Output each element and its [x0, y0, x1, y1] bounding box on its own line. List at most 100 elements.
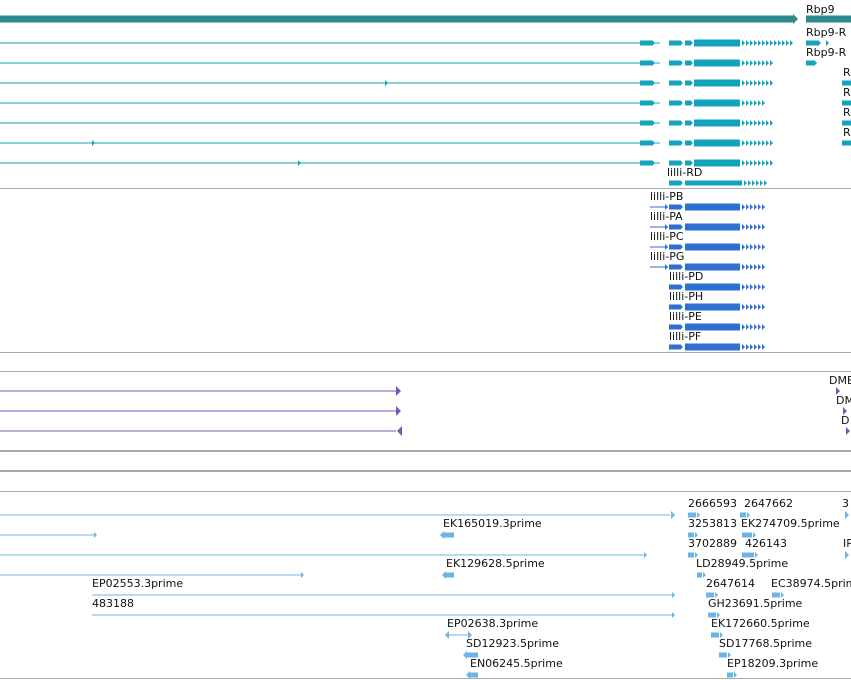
protein-label[interactable]: lilli-PA [650, 210, 683, 223]
exon-block[interactable] [842, 80, 851, 86]
feature-label[interactable]: D [841, 414, 850, 427]
exon-block[interactable] [685, 243, 740, 251]
est-label[interactable]: EK165019.3prime [443, 517, 542, 530]
exon-block[interactable] [685, 263, 740, 271]
exon-block[interactable] [719, 652, 727, 658]
protein-label[interactable]: lilli-PC [650, 230, 684, 243]
exon-block[interactable] [685, 80, 690, 86]
est-label[interactable]: 3702889 [688, 537, 737, 550]
exon-block[interactable] [640, 60, 652, 66]
exon-block[interactable] [706, 592, 714, 598]
exon-block[interactable] [842, 100, 851, 106]
est-label[interactable]: 2647662 [744, 497, 793, 510]
protein-label[interactable]: lilli-PD [669, 270, 704, 283]
exon-block[interactable] [694, 59, 740, 67]
est-label[interactable]: EC38974.5prime [771, 577, 851, 590]
exon-block[interactable] [694, 99, 740, 107]
exon-block[interactable] [669, 140, 680, 146]
exon-block[interactable] [685, 100, 690, 106]
exon-block[interactable] [694, 119, 740, 127]
exon-block[interactable] [640, 80, 652, 86]
exon-block[interactable] [694, 159, 740, 167]
exon-block[interactable] [669, 304, 680, 310]
exon-block[interactable] [685, 180, 742, 186]
exon-block[interactable] [669, 40, 680, 46]
exon-block[interactable] [742, 532, 752, 538]
transcript-label[interactable]: lilli-RD [667, 166, 703, 179]
est-label[interactable]: EP02553.3prime [92, 577, 184, 590]
transcript-label[interactable]: R [843, 66, 851, 79]
est-label[interactable]: 2666593 [688, 497, 737, 510]
est-label[interactable]: EK274709.5prime [741, 517, 840, 530]
est-label[interactable]: EN06245.5prime [470, 657, 563, 670]
exon-block[interactable] [467, 652, 478, 658]
exon-block[interactable] [842, 140, 851, 146]
exon-block[interactable] [669, 120, 680, 126]
exon-block[interactable] [640, 140, 652, 146]
exon-block[interactable] [711, 632, 719, 638]
exon-block[interactable] [669, 80, 680, 86]
exon-block[interactable] [740, 512, 746, 518]
feature-label[interactable]: DM [836, 394, 851, 407]
est-label[interactable]: 3 [842, 497, 849, 510]
est-label[interactable]: 3253813 [688, 517, 737, 530]
exon-block[interactable] [694, 139, 740, 147]
protein-label[interactable]: lilli-PG [650, 250, 685, 263]
exon-block[interactable] [669, 160, 680, 166]
exon-block[interactable] [708, 612, 716, 618]
exon-block[interactable] [669, 264, 680, 270]
exon-block[interactable] [842, 120, 851, 126]
exon-block[interactable] [685, 283, 740, 291]
exon-block[interactable] [685, 60, 690, 66]
transcript-label[interactable]: R [843, 126, 851, 139]
transcript-label[interactable]: Rbp9-R [806, 46, 847, 59]
est-label[interactable]: 426143 [745, 537, 787, 550]
exon-block[interactable] [806, 60, 814, 66]
est-label[interactable]: GH23691.5prime [708, 597, 803, 610]
exon-block[interactable] [685, 40, 690, 46]
exon-block[interactable] [669, 284, 680, 290]
transcript-label[interactable]: R [843, 106, 851, 119]
exon-block[interactable] [685, 303, 740, 311]
est-label[interactable]: 2647614 [706, 577, 755, 590]
exon-block[interactable] [446, 572, 454, 578]
exon-block[interactable] [694, 39, 740, 47]
est-label[interactable]: SD17768.5prime [719, 637, 812, 650]
est-label[interactable]: SD12923.5prime [466, 637, 559, 650]
gene-bar[interactable] [806, 15, 851, 23]
gene-bar[interactable] [0, 15, 793, 23]
est-label[interactable]: LD28949.5prime [696, 557, 789, 570]
est-label[interactable]: EK129628.5prime [446, 557, 545, 570]
exon-block[interactable] [685, 203, 740, 211]
exon-block[interactable] [727, 672, 733, 678]
exon-block[interactable] [669, 244, 680, 250]
exon-block[interactable] [694, 79, 740, 87]
exon-block[interactable] [470, 672, 478, 678]
exon-block[interactable] [697, 572, 702, 578]
est-label[interactable]: EK172660.5prime [711, 617, 810, 630]
exon-block[interactable] [640, 120, 652, 126]
est-label[interactable]: 483188 [92, 597, 134, 610]
est-label[interactable]: EP02638.3prime [447, 617, 539, 630]
exon-block[interactable] [640, 100, 652, 106]
exon-block[interactable] [688, 552, 694, 558]
exon-block[interactable] [685, 160, 690, 166]
exon-block[interactable] [688, 532, 694, 538]
exon-block[interactable] [669, 100, 680, 106]
exon-block[interactable] [669, 180, 680, 186]
exon-block[interactable] [772, 592, 780, 598]
exon-block[interactable] [669, 60, 680, 66]
transcript-label[interactable]: Rbp9-R [806, 26, 847, 39]
exon-block[interactable] [685, 323, 740, 331]
exon-block[interactable] [685, 223, 740, 231]
protein-label[interactable]: lilli-PF [669, 330, 702, 343]
exon-block[interactable] [688, 512, 696, 518]
exon-block[interactable] [444, 532, 454, 538]
exon-block[interactable] [669, 204, 680, 210]
exon-block[interactable] [685, 343, 740, 351]
exon-block[interactable] [640, 160, 652, 166]
protein-label[interactable]: lilli-PE [669, 310, 702, 323]
transcript-label[interactable]: R [843, 86, 851, 99]
feature-label[interactable]: DME [829, 374, 851, 387]
exon-block[interactable] [669, 324, 680, 330]
